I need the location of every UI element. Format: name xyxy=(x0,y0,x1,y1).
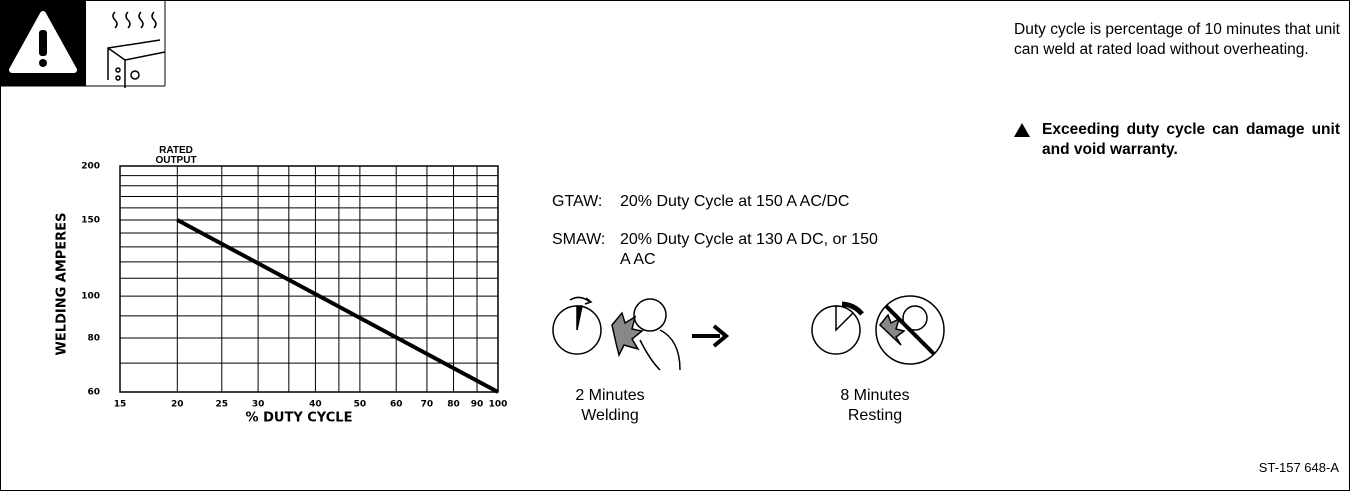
warning-text: Exceeding duty cycle can damage unit and… xyxy=(1042,121,1340,158)
y-tick-label: 100 xyxy=(81,292,100,302)
x-tick-label: 20 xyxy=(171,400,184,410)
rating-text: 20% Duty Cycle at 150 A AC/DC xyxy=(620,193,850,210)
process-icons xyxy=(552,295,945,371)
x-tick-label: 100 xyxy=(489,400,508,410)
y-axis-label: WELDING AMPERES xyxy=(55,213,70,356)
warning-mark xyxy=(39,30,47,56)
heat-icon xyxy=(107,11,166,88)
x-tick-label: 50 xyxy=(354,400,367,410)
x-tick-label: 80 xyxy=(447,400,460,410)
x-tick-label: 60 xyxy=(390,400,403,410)
y-tick-label: 150 xyxy=(81,216,100,226)
rating-text: 20% Duty Cycle at 130 A DC, or 150 A AC xyxy=(620,231,878,268)
rating-process: SMAW: xyxy=(552,231,606,248)
warning-bullet xyxy=(1014,123,1030,137)
line xyxy=(176,218,499,394)
y-tick-label: 60 xyxy=(87,388,100,398)
warning-dot xyxy=(39,59,47,67)
y-tick-label: 200 xyxy=(81,162,100,172)
x-tick-label: 25 xyxy=(216,400,229,410)
description: Duty cycle is percentage of 10 minutes t… xyxy=(1014,21,1340,58)
x-tick-label: 15 xyxy=(114,400,127,410)
x-tick-label: 40 xyxy=(309,400,322,410)
rating-process: GTAW: xyxy=(552,193,603,210)
step-label: 8 Minutes Resting xyxy=(840,387,910,424)
x-tick-label: 30 xyxy=(252,400,265,410)
plot-frame xyxy=(119,165,499,393)
x-tick-label: 90 xyxy=(471,400,484,410)
chart: 15 20 25 30 40 50 60 70 80 90 100 60 80 100 150 200 % DU… xyxy=(55,162,508,426)
step-label: 2 Minutes Welding xyxy=(575,387,645,424)
x-tick-label: 70 xyxy=(421,400,434,410)
rated-output-label: RATED OUTPUT xyxy=(155,145,197,166)
y-tick-label: 80 xyxy=(87,333,100,343)
figure-id: ST-157 648-A xyxy=(1258,460,1339,475)
x-axis-label: % DUTY CYCLE xyxy=(246,411,353,426)
